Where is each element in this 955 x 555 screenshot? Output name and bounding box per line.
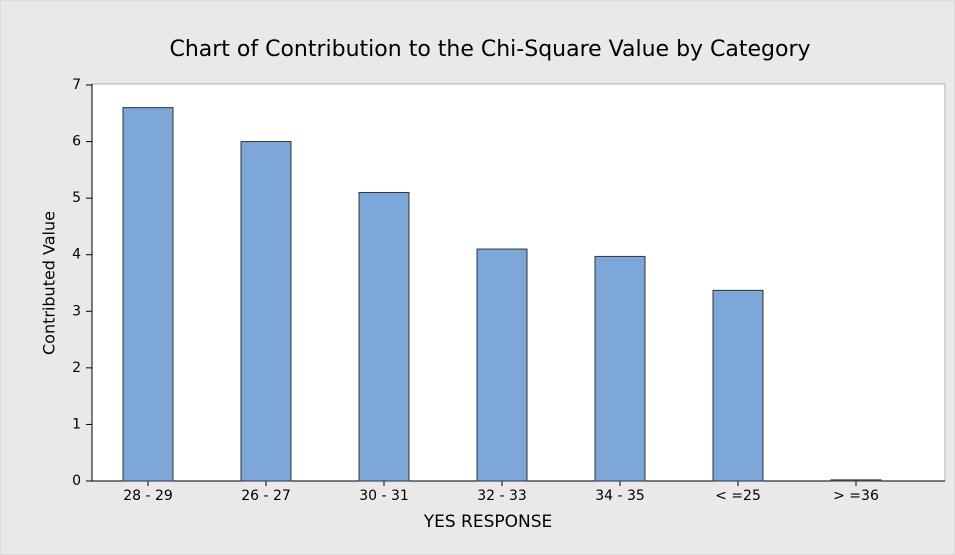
y-tick-label: 5 <box>72 190 81 206</box>
bar <box>122 107 174 482</box>
bar <box>476 248 528 482</box>
bar <box>240 141 292 482</box>
bar <box>594 255 646 482</box>
x-tick-label: 30 - 31 <box>359 488 409 504</box>
x-tick-label: 34 - 35 <box>595 488 645 504</box>
y-tick-label: 1 <box>72 416 81 432</box>
x-tick-label: 26 - 27 <box>241 488 291 504</box>
x-tick-label: 28 - 29 <box>123 488 173 504</box>
x-tick-label: < =25 <box>715 488 761 504</box>
y-tick-label: 4 <box>72 247 81 263</box>
bar <box>358 191 410 482</box>
x-axis-label: YES RESPONSE <box>423 512 553 532</box>
bar <box>830 479 882 482</box>
y-tick-label: 7 <box>72 77 81 93</box>
y-tick-label: 3 <box>72 303 81 319</box>
y-tick-label: 2 <box>72 360 81 376</box>
chart-title: Chart of Contribution to the Chi-Square … <box>169 37 810 62</box>
y-axis-label: Contributed Value <box>40 211 59 355</box>
x-tick-label: > =36 <box>833 488 879 504</box>
bar <box>712 289 764 482</box>
y-tick-label: 6 <box>72 134 81 150</box>
y-tick-label: 0 <box>72 473 81 489</box>
x-tick-label: 32 - 33 <box>477 488 527 504</box>
